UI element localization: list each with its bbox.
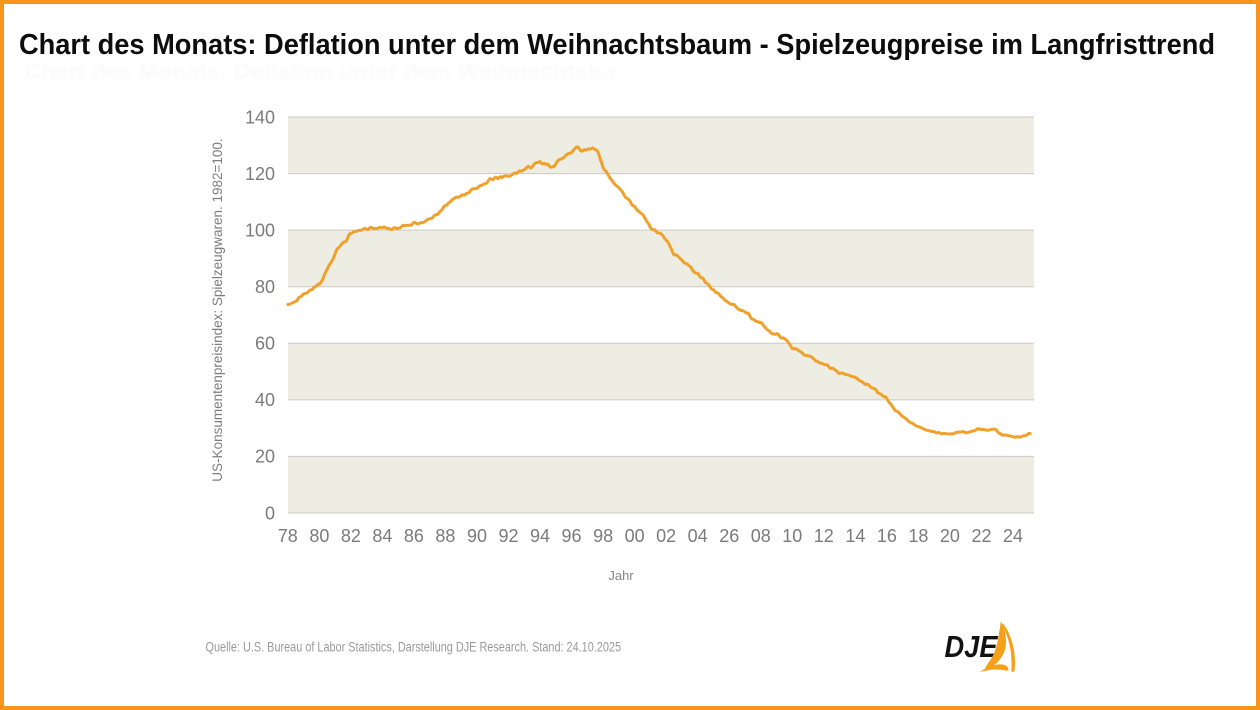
svg-text:04: 04: [688, 526, 708, 546]
svg-text:140: 140: [245, 107, 275, 127]
svg-text:22: 22: [971, 526, 991, 546]
svg-text:26: 26: [719, 526, 739, 546]
svg-text:94: 94: [530, 526, 550, 546]
svg-text:100: 100: [245, 220, 275, 240]
svg-text:90: 90: [467, 526, 487, 546]
svg-text:US-Konsumentenpreisindex: Spie: US-Konsumentenpreisindex: Spielzeugwaren…: [210, 138, 225, 481]
svg-text:82: 82: [341, 526, 361, 546]
svg-text:84: 84: [372, 526, 392, 546]
svg-text:12: 12: [814, 526, 834, 546]
svg-text:80: 80: [255, 277, 275, 297]
svg-text:DJE: DJE: [945, 629, 999, 664]
svg-text:Chart des Monats: Deflation un: Chart des Monats: Deflation unter dem We…: [25, 59, 616, 84]
svg-text:Quelle: U.S. Bureau of Labor S: Quelle: U.S. Bureau of Labor Statistics,…: [206, 640, 622, 655]
svg-text:Jahr: Jahr: [608, 568, 634, 583]
svg-text:14: 14: [845, 526, 865, 546]
svg-text:40: 40: [255, 390, 275, 410]
svg-text:80: 80: [309, 526, 329, 546]
svg-text:18: 18: [908, 526, 928, 546]
svg-text:86: 86: [404, 526, 424, 546]
svg-text:92: 92: [498, 526, 518, 546]
svg-text:Chart des Monats: Deflation un: Chart des Monats: Deflation unter dem We…: [19, 29, 1215, 61]
svg-text:78: 78: [278, 526, 298, 546]
svg-text:98: 98: [593, 526, 613, 546]
svg-text:120: 120: [245, 164, 275, 184]
svg-text:88: 88: [435, 526, 455, 546]
svg-text:24: 24: [1003, 526, 1023, 546]
svg-text:96: 96: [562, 526, 582, 546]
svg-text:20: 20: [940, 526, 960, 546]
svg-text:10: 10: [782, 526, 802, 546]
svg-text:20: 20: [255, 447, 275, 467]
svg-text:60: 60: [255, 334, 275, 354]
svg-text:16: 16: [877, 526, 897, 546]
svg-text:08: 08: [751, 526, 771, 546]
svg-text:00: 00: [625, 526, 645, 546]
svg-text:0: 0: [265, 503, 275, 523]
svg-text:02: 02: [656, 526, 676, 546]
